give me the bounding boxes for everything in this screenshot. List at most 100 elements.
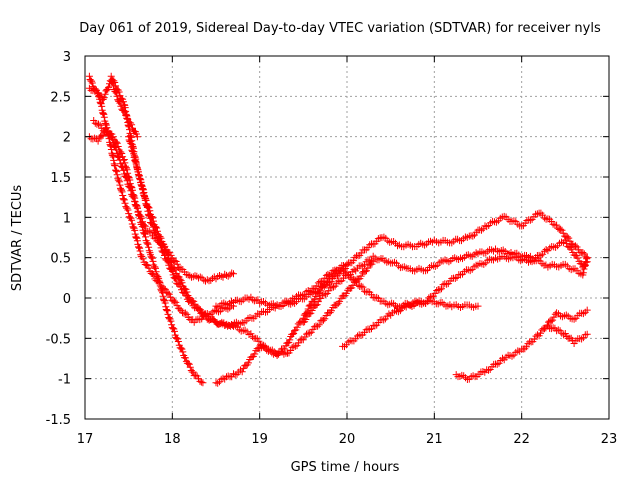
data-point xyxy=(335,270,343,278)
data-point xyxy=(354,281,362,289)
data-point xyxy=(168,259,175,267)
data-point xyxy=(111,143,119,151)
data-point xyxy=(88,77,96,85)
data-point xyxy=(150,271,158,279)
data-point xyxy=(572,242,579,250)
data-point xyxy=(167,293,175,301)
data-point xyxy=(288,343,296,351)
data-point xyxy=(164,310,172,318)
data-point xyxy=(197,378,205,386)
data-point xyxy=(146,207,154,215)
data-point xyxy=(385,310,393,318)
data-point xyxy=(176,344,184,352)
data-point xyxy=(124,206,132,214)
data-point xyxy=(374,235,382,243)
data-point xyxy=(438,285,445,293)
data-point xyxy=(123,177,131,185)
data-point xyxy=(121,199,129,207)
data-point xyxy=(357,272,365,280)
data-point xyxy=(117,102,125,110)
data-point xyxy=(185,360,193,368)
data-point xyxy=(145,243,153,251)
data-point xyxy=(160,284,168,292)
data-point xyxy=(126,138,134,146)
data-point xyxy=(126,184,134,192)
data-point xyxy=(423,297,431,305)
data-point xyxy=(123,174,130,182)
data-point xyxy=(219,273,227,281)
data-point xyxy=(154,227,161,235)
data-point xyxy=(166,257,174,265)
x-axis-ticks: 17 18 19 20 21 22 23 xyxy=(77,56,617,447)
data-point xyxy=(112,82,120,90)
data-point xyxy=(307,328,315,336)
data-point xyxy=(311,296,319,304)
data-point xyxy=(321,315,329,323)
data-point xyxy=(290,330,298,337)
data-point xyxy=(293,323,301,331)
series-arc-12 xyxy=(544,322,591,347)
data-point xyxy=(98,132,106,140)
data-point xyxy=(196,377,204,385)
data-point xyxy=(199,379,207,387)
data-point xyxy=(152,264,159,272)
data-point xyxy=(431,289,439,297)
data-point xyxy=(107,72,115,80)
data-point xyxy=(330,283,337,291)
data-point xyxy=(125,210,133,218)
data-point xyxy=(280,345,288,353)
data-point xyxy=(161,244,168,252)
data-point xyxy=(162,306,170,313)
data-point xyxy=(539,250,547,258)
y-axis-ticks: -1.5 -1 -0.5 0 0.5 1 1.5 2 2.5 3 xyxy=(46,50,609,428)
data-point xyxy=(425,294,433,302)
data-point xyxy=(149,257,157,265)
y-tick-label: 1 xyxy=(63,211,71,226)
data-point xyxy=(145,247,153,255)
data-point xyxy=(322,290,330,298)
data-point xyxy=(342,289,350,297)
data-point xyxy=(252,334,260,342)
data-point xyxy=(151,263,159,271)
data-point xyxy=(574,254,582,262)
data-point xyxy=(121,159,129,167)
data-point xyxy=(142,196,150,204)
data-point xyxy=(436,286,444,294)
data-point xyxy=(183,288,191,296)
data-points xyxy=(85,72,591,387)
data-point xyxy=(549,316,557,324)
data-point xyxy=(275,350,283,358)
y-tick-label: 3 xyxy=(63,50,71,65)
data-point xyxy=(129,223,137,231)
data-point xyxy=(228,269,236,277)
data-point xyxy=(380,316,388,324)
series-arc-11 xyxy=(452,306,591,383)
data-point xyxy=(112,146,120,154)
data-point xyxy=(560,331,568,339)
data-point xyxy=(351,253,359,261)
data-point xyxy=(176,305,184,313)
data-point xyxy=(105,83,113,91)
data-point xyxy=(125,213,133,221)
data-point xyxy=(116,156,124,164)
data-point xyxy=(478,226,485,234)
data-point xyxy=(317,294,325,302)
data-point xyxy=(331,282,339,290)
data-point xyxy=(539,211,547,219)
data-point xyxy=(559,229,567,237)
data-point xyxy=(135,243,143,251)
data-point xyxy=(116,181,124,189)
data-point xyxy=(583,255,591,263)
data-point xyxy=(128,146,136,154)
data-point xyxy=(104,129,112,137)
data-point xyxy=(327,278,335,286)
data-point xyxy=(120,166,128,174)
data-point xyxy=(537,329,544,337)
data-point xyxy=(149,217,157,225)
data-point xyxy=(534,331,541,339)
data-point xyxy=(573,243,581,251)
data-point xyxy=(364,288,372,296)
data-point xyxy=(164,250,172,258)
data-point xyxy=(353,278,360,286)
data-point xyxy=(249,333,256,341)
